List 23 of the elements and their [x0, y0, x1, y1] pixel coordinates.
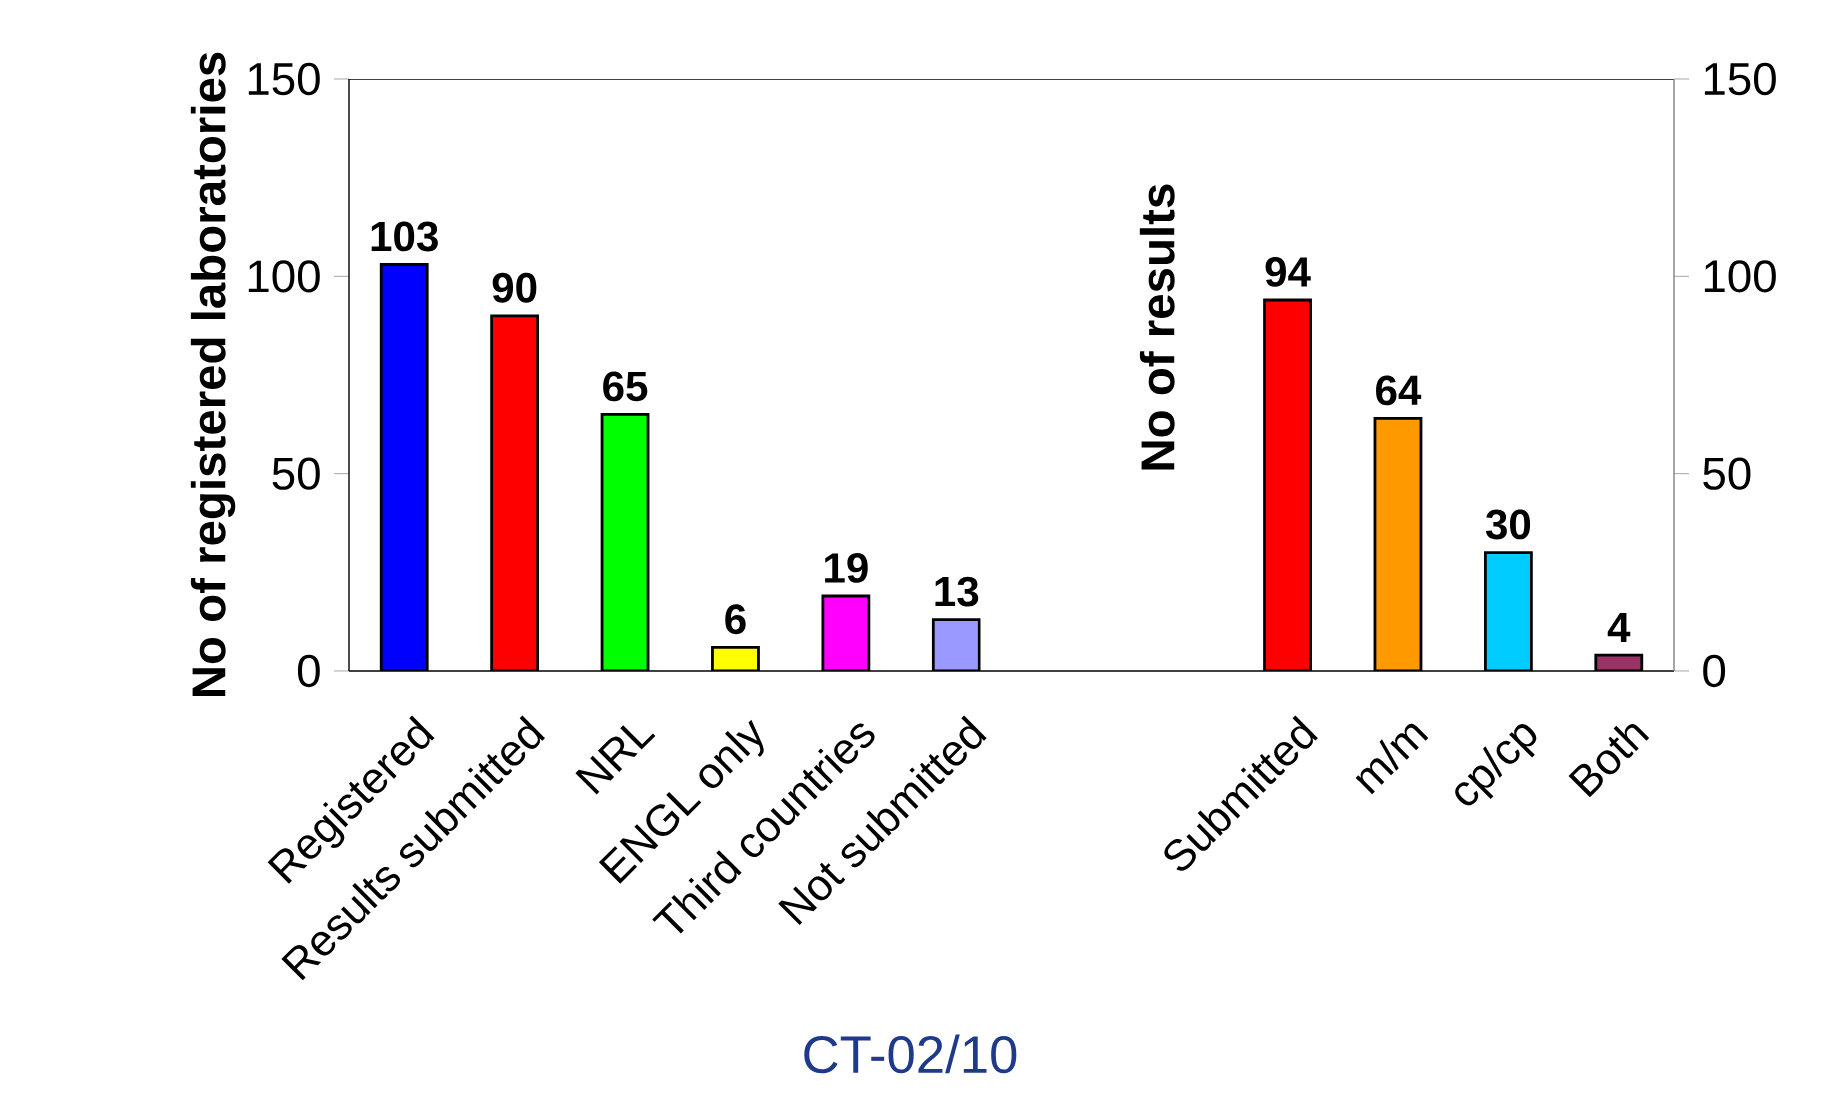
x-tick-label: Both — [1568, 723, 1650, 798]
data-label: 94 — [1265, 257, 1311, 287]
y-tick-label: 150 — [248, 62, 320, 96]
data-label: 90 — [492, 272, 537, 303]
y2-tick-label: 100 — [1704, 260, 1776, 293]
data-label: 6 — [725, 604, 746, 635]
y-tick-label: 100 — [248, 260, 320, 293]
y-tick-label: 0 — [297, 654, 320, 688]
y2-axis-title: No of results — [1139, 184, 1175, 470]
data-label: 65 — [603, 371, 648, 402]
text: CT-02/10 — [804, 1034, 1017, 1074]
data-label: 103 — [371, 221, 438, 252]
y2-tick-label: 50 — [1703, 457, 1751, 490]
x-tick-label: m/m — [1355, 723, 1429, 795]
data-label: 4 — [1607, 613, 1631, 643]
y-axis-title: No of registered laboratories — [190, 52, 236, 697]
data-label: 13 — [935, 576, 979, 607]
data-label: 64 — [1376, 375, 1422, 406]
y-tick-label: 50 — [272, 457, 320, 490]
data-label: 30 — [1485, 509, 1531, 540]
y2-tick-label: 0 — [1703, 654, 1726, 688]
y2-tick-label: 150 — [1704, 62, 1776, 96]
data-label: 19 — [825, 553, 868, 583]
